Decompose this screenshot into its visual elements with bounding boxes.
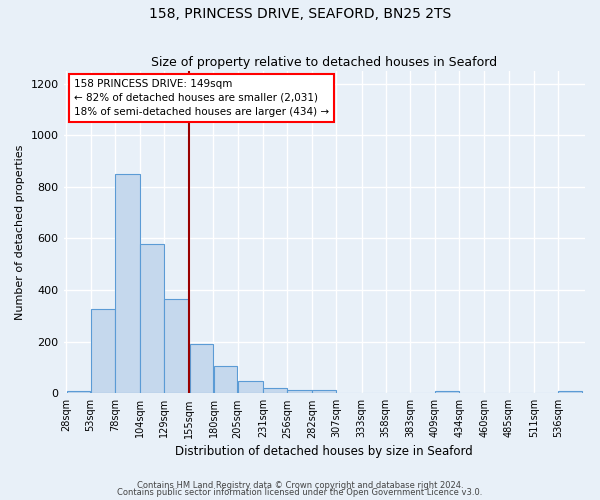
Text: Contains public sector information licensed under the Open Government Licence v3: Contains public sector information licen… (118, 488, 482, 497)
Bar (313, 390, 336, 394)
Bar (435, 392, 459, 394)
Text: 158 PRINCESS DRIVE: 149sqm
← 82% of detached houses are smaller (2,031)
18% of s: 158 PRINCESS DRIVE: 149sqm ← 82% of deta… (74, 78, 329, 116)
Bar (263, 388, 287, 394)
Y-axis label: Number of detached properties: Number of detached properties (15, 144, 25, 320)
Bar (140, 244, 164, 394)
X-axis label: Distribution of detached houses by size in Seaford: Distribution of detached houses by size … (175, 444, 473, 458)
Bar (190, 344, 213, 394)
Bar (238, 381, 263, 394)
Bar (115, 174, 140, 394)
Text: 158, PRINCESS DRIVE, SEAFORD, BN25 2TS: 158, PRINCESS DRIVE, SEAFORD, BN25 2TS (149, 8, 451, 22)
Bar (558, 392, 582, 394)
Title: Size of property relative to detached houses in Seaford: Size of property relative to detached ho… (151, 56, 497, 70)
Bar (287, 390, 312, 394)
Text: Contains HM Land Registry data © Crown copyright and database right 2024.: Contains HM Land Registry data © Crown c… (137, 480, 463, 490)
Bar (214, 366, 238, 394)
Bar (164, 299, 189, 394)
Bar (67, 390, 91, 394)
Bar (91, 310, 115, 394)
